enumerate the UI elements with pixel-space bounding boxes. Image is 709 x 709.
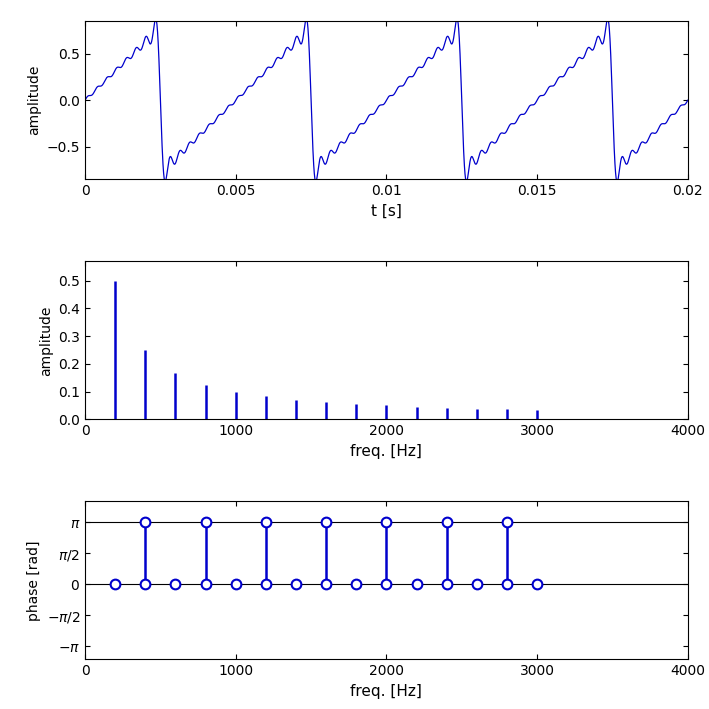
X-axis label: freq. [Hz]: freq. [Hz] [350,683,423,699]
Y-axis label: phase [rad]: phase [rad] [27,540,41,620]
X-axis label: t [s]: t [s] [371,203,402,218]
X-axis label: freq. [Hz]: freq. [Hz] [350,444,423,459]
Y-axis label: amplitude: amplitude [27,65,41,135]
Y-axis label: amplitude: amplitude [39,305,52,376]
